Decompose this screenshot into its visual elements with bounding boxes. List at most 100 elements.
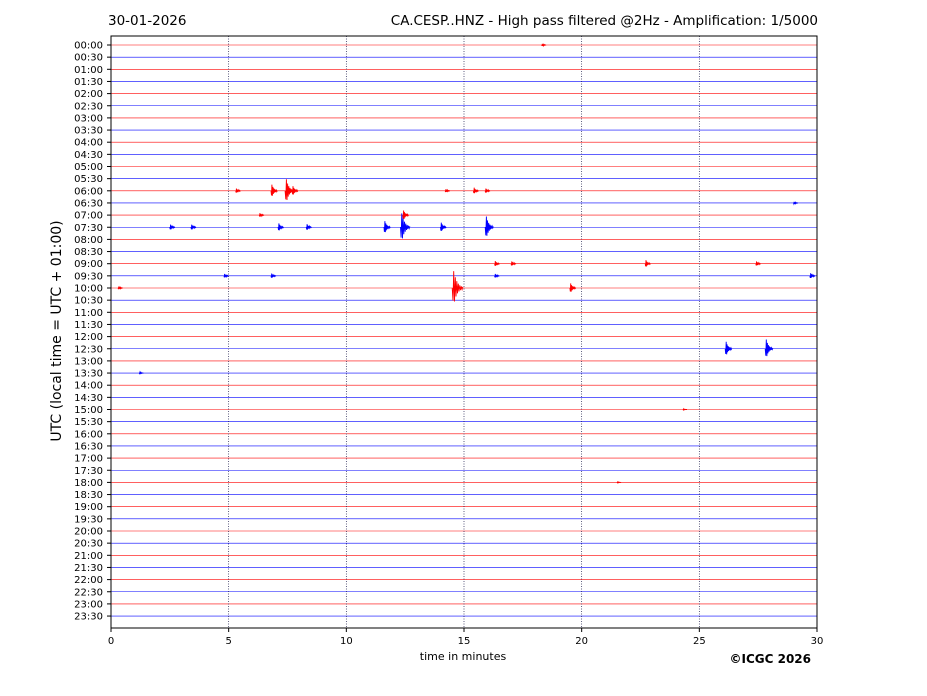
x-tick-label: 25 (693, 636, 706, 647)
y-tick-label: 03:30 (74, 126, 103, 137)
trace-group (111, 43, 817, 617)
x-tick-label: 10 (340, 636, 353, 647)
y-tick-label: 22:30 (74, 587, 103, 598)
y-tick-label: 21:30 (74, 563, 103, 574)
seismic-event (169, 224, 176, 230)
seismic-event (223, 273, 230, 279)
seismic-event (494, 260, 500, 266)
seismic-event (190, 224, 197, 230)
y-tick-label: 09:30 (74, 271, 103, 282)
y-tick-label: 01:30 (74, 77, 103, 88)
y-tick-label: 07:00 (74, 211, 103, 222)
x-tick-label: 0 (108, 636, 114, 647)
y-tick-label: 03:00 (74, 113, 103, 124)
seismic-event (510, 261, 517, 266)
y-tick-label: 17:00 (74, 454, 103, 465)
y-tick-label: 14:00 (74, 381, 103, 392)
seismic-event (400, 213, 411, 239)
seismic-event (682, 407, 687, 411)
seismic-event (809, 273, 816, 279)
y-tick-label: 15:00 (74, 405, 103, 416)
y-tick-label: 02:00 (74, 89, 103, 100)
y-tick-label: 00:30 (74, 53, 103, 64)
x-axis-label: time in minutes (420, 650, 507, 663)
seismic-event (541, 43, 547, 48)
y-tick-label: 05:30 (74, 174, 103, 185)
seismic-event (444, 188, 451, 193)
y-tick-label: 01:00 (74, 65, 103, 76)
y-tick-label: 19:30 (74, 514, 103, 525)
y-tick-label: 21:00 (74, 551, 103, 562)
y-tick-label: 04:30 (74, 150, 103, 161)
x-tick-label: 20 (575, 636, 588, 647)
seismic-event (755, 261, 762, 266)
seismic-event (383, 221, 391, 233)
y-tick-label: 18:00 (74, 478, 103, 489)
seismic-event (284, 179, 295, 201)
y-axis-label: UTC (local time = UTC + 01:00) (49, 220, 65, 441)
seismic-event (270, 273, 277, 278)
y-tick-label: 20:00 (74, 527, 103, 538)
y-tick-label: 02:30 (74, 101, 103, 112)
y-tick-label: 14:30 (74, 393, 103, 404)
copyright-notice: ©ICGC 2026 (729, 652, 811, 666)
y-tick-label: 23:30 (74, 612, 103, 623)
y-tick-label: 05:00 (74, 162, 103, 173)
y-tick-label: 11:00 (74, 308, 103, 319)
y-tick-label: 04:00 (74, 138, 103, 149)
seismic-event (258, 213, 265, 218)
y-tick-label: 12:00 (74, 332, 103, 343)
seismic-event (291, 186, 299, 195)
y-tick-label: 00:00 (74, 41, 103, 52)
y-tick-label: 10:30 (74, 296, 103, 307)
x-tick-label: 5 (225, 636, 231, 647)
seismic-event (764, 339, 774, 357)
seismic-event (644, 260, 651, 267)
seismic-event (235, 188, 241, 193)
y-tick-label: 09:00 (74, 259, 103, 270)
y-tick-label: 18:30 (74, 490, 103, 501)
seismic-event (569, 283, 577, 292)
seismic-event (472, 187, 479, 194)
x-axis: 0 5 10 15 20 25 30 (108, 628, 824, 647)
seismic-event (484, 188, 491, 193)
y-tick-label: 13:00 (74, 356, 103, 367)
y-tick-label: 08:00 (74, 235, 103, 246)
x-tick-label: 30 (811, 636, 824, 647)
chart-date: 30-01-2026 (108, 13, 186, 29)
chart-title: CA.CESP..HNZ - High pass filtered @2Hz -… (391, 13, 818, 29)
y-tick-label: 06:30 (74, 198, 103, 209)
x-tick-label: 15 (458, 636, 471, 647)
seismic-event (724, 341, 733, 355)
seismic-event (440, 222, 447, 231)
y-tick-label: 13:30 (74, 369, 103, 380)
seismic-event (305, 224, 312, 230)
y-tick-label: 11:30 (74, 320, 103, 331)
seismic-event (616, 480, 622, 484)
seismic-event (484, 216, 494, 236)
seismic-event (117, 285, 123, 290)
y-tick-label: 23:00 (74, 599, 103, 610)
y-tick-label: 17:30 (74, 466, 103, 477)
y-tick-label: 19:00 (74, 502, 103, 513)
seismic-event (494, 273, 500, 279)
seismic-event (277, 223, 284, 231)
seismic-event (270, 184, 278, 196)
y-tick-label: 15:30 (74, 417, 103, 428)
y-tick-label: 06:00 (74, 186, 103, 197)
y-tick-label: 12:30 (74, 344, 103, 355)
seismic-event (402, 210, 409, 219)
y-tick-label: 16:00 (74, 429, 103, 440)
seismic-event (793, 201, 799, 206)
seismic-event (451, 271, 464, 302)
grid-lines (228, 36, 700, 628)
y-tick-label: 10:00 (74, 284, 103, 295)
y-tick-label: 20:30 (74, 539, 103, 550)
y-tick-label: 16:30 (74, 441, 103, 452)
seismic-event (138, 370, 144, 375)
y-tick-label: 22:00 (74, 575, 103, 586)
y-tick-label: 08:30 (74, 247, 103, 258)
y-tick-label: 07:30 (74, 223, 103, 234)
